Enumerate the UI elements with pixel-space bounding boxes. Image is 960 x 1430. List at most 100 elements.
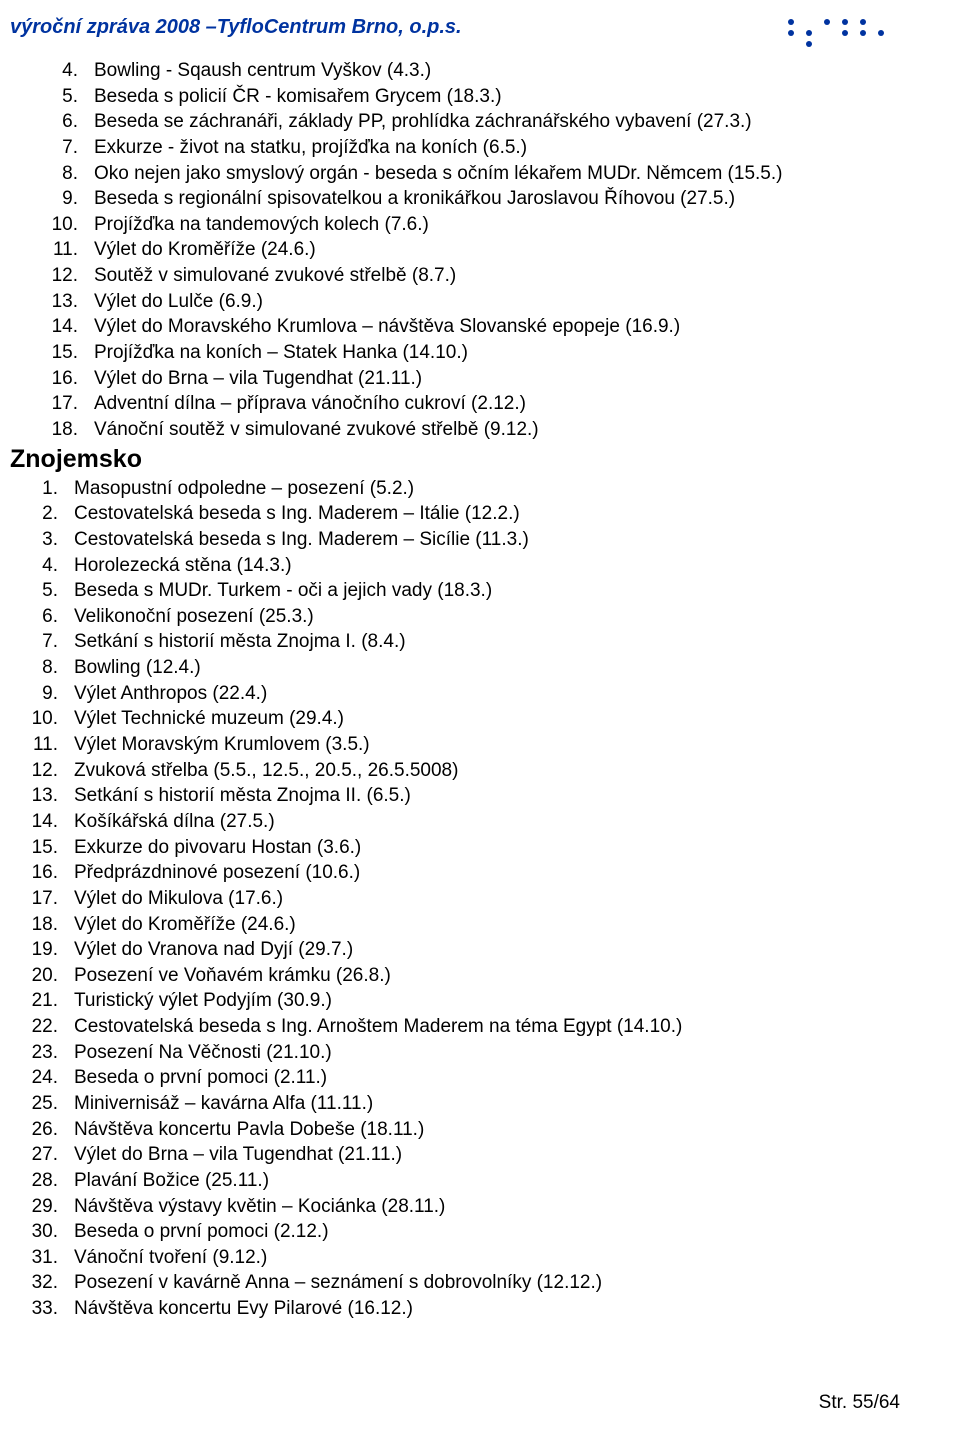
list-item-text: Cestovatelská beseda s Ing. Arnoštem Mad… [74, 1014, 682, 1040]
list-item: 2.Cestovatelská beseda s Ing. Maderem – … [10, 501, 900, 527]
list-item: 11.Výlet Moravským Krumlovem (3.5.) [10, 732, 900, 758]
list-item-text: Výlet do Kroměříže (24.6.) [94, 237, 316, 263]
list-item-text: Výlet do Vranova nad Dyjí (29.7.) [74, 937, 353, 963]
list-item: 19.Výlet do Vranova nad Dyjí (29.7.) [10, 937, 900, 963]
list-item: 14.Výlet do Moravského Krumlova – návště… [38, 314, 900, 340]
list-item-number: 5. [38, 84, 94, 110]
list-item: 18.Vánoční soutěž v simulované zvukové s… [38, 417, 900, 443]
list-item-text: Výlet Anthropos (22.4.) [74, 681, 267, 707]
list-item: 33.Návštěva koncertu Evy Pilarové (16.12… [10, 1296, 900, 1322]
list-item: 29.Návštěva výstavy květin – Kociánka (2… [10, 1194, 900, 1220]
list-item-number: 20. [10, 963, 74, 989]
list-item-text: Exkurze - život na statku, projížďka na … [94, 135, 527, 161]
list-item-number: 16. [38, 366, 94, 392]
list-item-text: Výlet Technické muzeum (29.4.) [74, 706, 344, 732]
list-item: 7.Exkurze - život na statku, projížďka n… [38, 135, 900, 161]
list-item-text: Soutěž v simulované zvukové střelbě (8.7… [94, 263, 456, 289]
list-item-number: 17. [38, 391, 94, 417]
list-item-text: Beseda s policií ČR - komisařem Grycem (… [94, 84, 502, 110]
list-item-number: 21. [10, 988, 74, 1014]
list-item-number: 1. [10, 476, 74, 502]
list-item-text: Exkurze do pivovaru Hostan (3.6.) [74, 835, 361, 861]
list-item-number: 11. [38, 237, 94, 263]
list-item-number: 9. [38, 186, 94, 212]
list-item-text: Vánoční soutěž v simulované zvukové stře… [94, 417, 539, 443]
list-item-number: 4. [10, 553, 74, 579]
list-item-text: Návštěva výstavy květin – Kociánka (28.1… [74, 1194, 445, 1220]
list-item-number: 6. [10, 604, 74, 630]
list-item-text: Beseda o první pomoci (2.12.) [74, 1219, 329, 1245]
list-item-number: 33. [10, 1296, 74, 1322]
list-item: 6.Velikonoční posezení (25.3.) [10, 604, 900, 630]
list-item: 25.Minivernisáž – kavárna Alfa (11.11.) [10, 1091, 900, 1117]
list-item-number: 24. [10, 1065, 74, 1091]
list-item-number: 15. [10, 835, 74, 861]
list-item-text: Adventní dílna – příprava vánočního cukr… [94, 391, 526, 417]
header-row: výroční zpráva 2008 –TyfloCentrum Brno, … [10, 16, 900, 56]
list-item-number: 17. [10, 886, 74, 912]
list-item: 10.Projížďka na tandemových kolech (7.6.… [38, 212, 900, 238]
list-item-text: Plavání Božice (25.11.) [74, 1168, 269, 1194]
list-item: 15.Exkurze do pivovaru Hostan (3.6.) [10, 835, 900, 861]
list-item: 13.Setkání s historií města Znojma II. (… [10, 783, 900, 809]
list-item-text: Bowling - Sqaush centrum Vyškov (4.3.) [94, 58, 431, 84]
list-item-number: 14. [10, 809, 74, 835]
list-item-number: 3. [10, 527, 74, 553]
list-item: 15.Projížďka na koních – Statek Hanka (1… [38, 340, 900, 366]
list-item-number: 16. [10, 860, 74, 886]
list-item-number: 10. [10, 706, 74, 732]
list-item-number: 25. [10, 1091, 74, 1117]
list-item-number: 27. [10, 1142, 74, 1168]
list-item-text: Projížďka na tandemových kolech (7.6.) [94, 212, 429, 238]
list-item-text: Beseda s regionální spisovatelkou a kron… [94, 186, 735, 212]
list-item-number: 10. [38, 212, 94, 238]
list-item-number: 31. [10, 1245, 74, 1271]
list-item-number: 2. [10, 501, 74, 527]
list-item-text: Masopustní odpoledne – posezení (5.2.) [74, 476, 414, 502]
list-item: 10.Výlet Technické muzeum (29.4.) [10, 706, 900, 732]
list-item-text: Výlet do Brna – vila Tugendhat (21.11.) [74, 1142, 402, 1168]
list-item-text: Minivernisáž – kavárna Alfa (11.11.) [74, 1091, 373, 1117]
list-item: 16.Výlet do Brna – vila Tugendhat (21.11… [38, 366, 900, 392]
list-item-text: Výlet do Kroměříže (24.6.) [74, 912, 296, 938]
list-item-text: Zvuková střelba (5.5., 12.5., 20.5., 26.… [74, 758, 458, 784]
list-item-number: 8. [38, 161, 94, 187]
list-item-text: Beseda se záchranáři, základy PP, prohlí… [94, 109, 752, 135]
list-item-number: 18. [10, 912, 74, 938]
list-item-text: Předprázdninové posezení (10.6.) [74, 860, 360, 886]
list-item-number: 7. [10, 629, 74, 655]
list-item: 26.Návštěva koncertu Pavla Dobeše (18.11… [10, 1117, 900, 1143]
list-item-number: 7. [38, 135, 94, 161]
list-item-text: Výlet do Brna – vila Tugendhat (21.11.) [94, 366, 422, 392]
list-item-number: 13. [10, 783, 74, 809]
list-item-text: Bowling (12.4.) [74, 655, 201, 681]
list-item: 17.Adventní dílna – příprava vánočního c… [38, 391, 900, 417]
list-item-number: 23. [10, 1040, 74, 1066]
list-item: 6.Beseda se záchranáři, základy PP, proh… [38, 109, 900, 135]
list-item: 3.Cestovatelská beseda s Ing. Maderem – … [10, 527, 900, 553]
list-item: 14.Košíkářská dílna (27.5.) [10, 809, 900, 835]
list-item: 21.Turistický výlet Podyjím (30.9.) [10, 988, 900, 1014]
list-item-number: 5. [10, 578, 74, 604]
list-item-number: 28. [10, 1168, 74, 1194]
list-item-text: Posezení v kavárně Anna – seznámení s do… [74, 1270, 602, 1296]
list-item-number: 19. [10, 937, 74, 963]
list-item-text: Setkání s historií města Znojma I. (8.4.… [74, 629, 406, 655]
list-item: 12.Soutěž v simulované zvukové střelbě (… [38, 263, 900, 289]
list-item-number: 30. [10, 1219, 74, 1245]
list-item: 30.Beseda o první pomoci (2.12.) [10, 1219, 900, 1245]
list-item: 11.Výlet do Kroměříže (24.6.) [38, 237, 900, 263]
list-item-text: Setkání s historií města Znojma II. (6.5… [74, 783, 411, 809]
list-item: 5.Beseda s policií ČR - komisařem Grycem… [38, 84, 900, 110]
list-item: 31.Vánoční tvoření (9.12.) [10, 1245, 900, 1271]
list-item: 1.Masopustní odpoledne – posezení (5.2.) [10, 476, 900, 502]
list-item-number: 6. [38, 109, 94, 135]
list-item-text: Výlet do Moravského Krumlova – návštěva … [94, 314, 680, 340]
list-item: 17.Výlet do Mikulova (17.6.) [10, 886, 900, 912]
list-item: 27.Výlet do Brna – vila Tugendhat (21.11… [10, 1142, 900, 1168]
page: výroční zpráva 2008 –TyfloCentrum Brno, … [0, 0, 960, 1430]
list-item-text: Beseda o první pomoci (2.11.) [74, 1065, 327, 1091]
activities-list-1: 4.Bowling - Sqaush centrum Vyškov (4.3.)… [10, 58, 900, 443]
list-item: 8.Oko nejen jako smyslový orgán - beseda… [38, 161, 900, 187]
list-item: 18.Výlet do Kroměříže (24.6.) [10, 912, 900, 938]
